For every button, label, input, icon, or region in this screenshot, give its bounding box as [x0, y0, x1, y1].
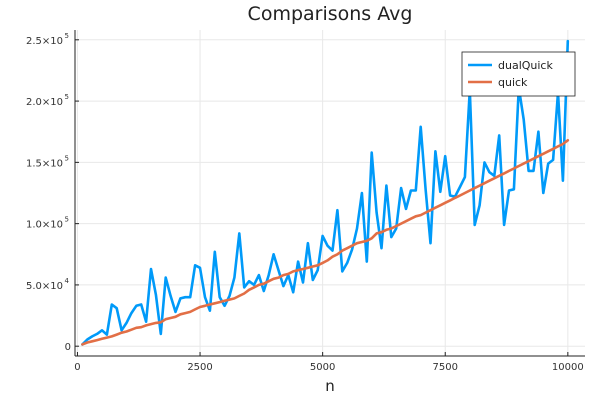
- y-tick-exponent: 5: [65, 93, 69, 101]
- x-tick-label: 5000: [310, 362, 335, 373]
- y-tick-exponent: 5: [65, 216, 69, 224]
- legend: dualQuick quick: [461, 51, 576, 97]
- y-tick-exponent: 5: [65, 32, 69, 40]
- y-tick-label: 2.5×10: [26, 36, 63, 47]
- y-tick-label: 1.0×10: [26, 220, 63, 231]
- y-tick-label: 1.5×10: [26, 158, 63, 169]
- axes: [74, 30, 585, 357]
- series-line-dualQuick: [81, 39, 570, 346]
- y-tick-label: 0: [65, 342, 71, 353]
- x-axis-label: n: [325, 377, 335, 395]
- x-tick-label: 0: [74, 362, 80, 373]
- series-line-quick: [81, 139, 570, 346]
- series-layer: [81, 39, 570, 346]
- y-tick-label: 2.0×10: [26, 97, 63, 108]
- y-tick-exponent: 4: [65, 277, 70, 285]
- y-tick-exponent: 5: [65, 154, 69, 162]
- chart-title: Comparisons Avg: [248, 3, 413, 25]
- grid: [75, 30, 585, 356]
- legend-box: [461, 51, 576, 97]
- x-tick-label: 10000: [552, 362, 584, 373]
- x-tick-label: 2500: [187, 362, 212, 373]
- legend-label-quick: quick: [498, 76, 528, 89]
- x-tick-label: 7500: [433, 362, 458, 373]
- y-tick-label: 5.0×10: [26, 281, 63, 292]
- legend-label-dualQuick: dualQuick: [498, 59, 553, 72]
